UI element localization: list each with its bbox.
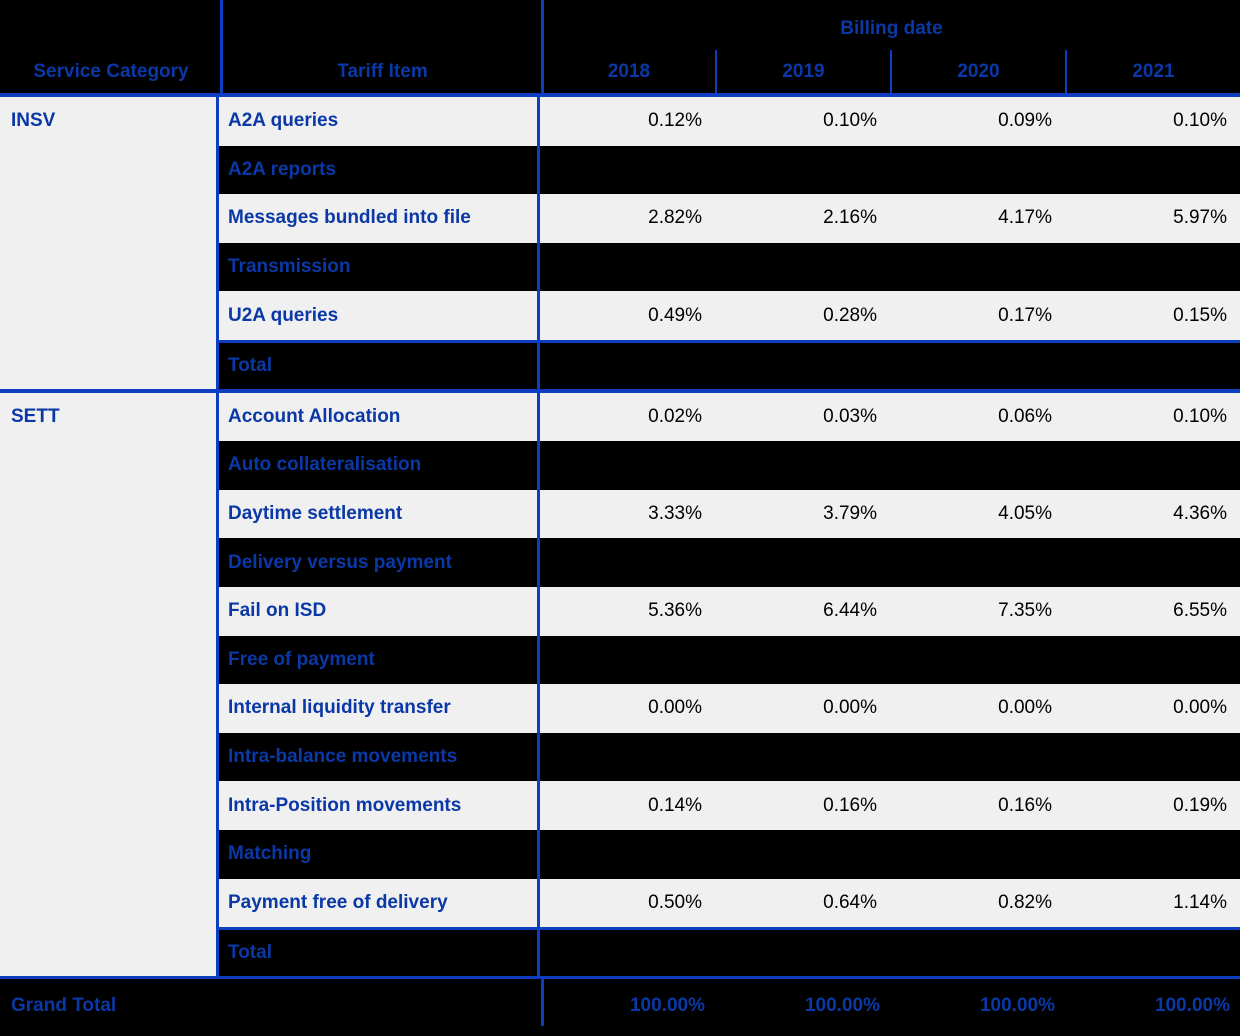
tariff-item-label: Auto collateralisation [219, 441, 540, 490]
value-cell: 0.82% [998, 891, 1052, 913]
value-cell: 2.16% [823, 207, 877, 229]
value-cell: 0.02% [648, 405, 702, 427]
value-cell: 0.49% [648, 304, 702, 326]
tariff-item-label: Fail on ISD [219, 586, 540, 636]
table-row: Delivery versus payment [219, 538, 1240, 587]
value-cell: 5.97% [1173, 207, 1227, 229]
value-cell: 0.00% [823, 697, 877, 719]
value-cell: 7.35% [998, 600, 1052, 622]
value-cell: 0.15% [1173, 304, 1227, 326]
column-header-2019: 2019 [715, 50, 890, 93]
table-header: Billing date Service Category Tariff Ite… [0, 0, 1240, 97]
tariff-item-label: Total [219, 930, 540, 976]
grand-total-value: 100.00% [979, 994, 1055, 1016]
value-cell: 3.79% [823, 503, 877, 525]
table-row: Internal liquidity transfer 0.00% 0.00% … [219, 684, 1240, 733]
table-row: Matching [219, 829, 1240, 879]
table-row: Payment free of delivery 0.50% 0.64% 0.8… [219, 878, 1240, 928]
value-cell: 0.19% [1173, 794, 1227, 816]
service-category-cell: SETT [0, 392, 219, 976]
tariff-item-label: Free of payment [219, 635, 540, 685]
column-header-2020: 2020 [890, 50, 1065, 93]
value-cell: 0.06% [998, 405, 1052, 427]
value-cell: 0.09% [998, 110, 1052, 132]
group-sett: SETT Account Allocation 0.02% 0.03% 0.06… [0, 392, 1240, 976]
value-cell: 0.16% [823, 794, 877, 816]
value-cell: 0.28% [823, 304, 877, 326]
tariff-item-label: Internal liquidity transfer [219, 684, 540, 733]
tariff-item-label: Transmission [219, 242, 540, 292]
value-cell: 0.03% [823, 405, 877, 427]
value-cell: 0.14% [648, 794, 702, 816]
table-row: Fail on ISD 5.36% 6.44% 7.35% 6.55% [219, 586, 1240, 636]
value-cell: 0.10% [1173, 405, 1227, 427]
column-divider [541, 0, 544, 93]
value-cell: 5.36% [648, 600, 702, 622]
group-total-row: Total [219, 927, 1240, 976]
tariff-item-label: Intra-Position movements [219, 781, 540, 830]
value-cell: 0.00% [648, 697, 702, 719]
value-cell: 0.12% [648, 110, 702, 132]
column-header-2021: 2021 [1065, 50, 1240, 93]
value-cell: 0.10% [1173, 110, 1227, 132]
value-cell: 0.16% [998, 794, 1052, 816]
table-row: A2A reports [219, 145, 1240, 195]
column-group-header-billing-date: Billing date [840, 18, 943, 39]
table-row: Intra-Position movements 0.14% 0.16% 0.1… [219, 781, 1240, 830]
tariff-item-label: U2A queries [219, 291, 540, 340]
value-cell: 6.44% [823, 600, 877, 622]
tariff-item-label: Intra-balance movements [219, 732, 540, 782]
tariff-item-label: Daytime settlement [219, 489, 540, 539]
grand-total-value: 100.00% [629, 994, 705, 1016]
group-divider [0, 388, 1240, 393]
value-cell: 0.50% [648, 891, 702, 913]
value-cell: 4.17% [998, 207, 1052, 229]
tariff-item-label: Total [219, 342, 540, 389]
value-cell: 0.64% [823, 891, 877, 913]
value-cell: 2.82% [648, 207, 702, 229]
table-row: A2A queries 0.12% 0.10% 0.09% 0.10% [219, 97, 1240, 146]
column-header-2018: 2018 [607, 60, 651, 82]
value-cell: 0.17% [998, 304, 1052, 326]
table-row: Intra-balance movements [219, 732, 1240, 782]
grand-total-value: 100.00% [1154, 994, 1230, 1016]
table-row: Free of payment [219, 635, 1240, 685]
tariff-item-label: A2A queries [219, 97, 540, 146]
value-cell: 1.14% [1173, 891, 1227, 913]
group-insv: INSV A2A queries 0.12% 0.10% 0.09% 0.10%… [0, 97, 1240, 389]
grand-total-row: Grand Total 100.00% 100.00% 100.00% 100.… [0, 975, 1240, 1033]
service-category-cell: INSV [0, 97, 219, 389]
table-row: Daytime settlement 3.33% 3.79% 4.05% 4.3… [219, 489, 1240, 539]
value-cell: 0.00% [998, 697, 1052, 719]
value-cell: 4.05% [998, 503, 1052, 525]
value-cell: 0.00% [1173, 697, 1227, 719]
table-row: Account Allocation 0.02% 0.03% 0.06% 0.1… [219, 392, 1240, 442]
value-cell: 3.33% [648, 503, 702, 525]
grand-total-label: Grand Total [11, 994, 117, 1016]
grand-total-value: 100.00% [804, 994, 880, 1016]
column-header-service-category: Service Category [33, 60, 189, 82]
tariff-item-label: Messages bundled into file [219, 194, 540, 243]
tariff-item-label: Account Allocation [219, 392, 540, 442]
tariff-item-label: Delivery versus payment [219, 538, 540, 587]
group-total-row: Total [219, 339, 1240, 389]
value-cell: 4.36% [1173, 503, 1227, 525]
tariff-item-label: A2A reports [219, 145, 540, 195]
group-rows: Account Allocation 0.02% 0.03% 0.06% 0.1… [219, 392, 1240, 976]
table-row: U2A queries 0.49% 0.28% 0.17% 0.15% [219, 291, 1240, 340]
table-row: Transmission [219, 242, 1240, 292]
column-divider [220, 0, 223, 93]
group-rows: A2A queries 0.12% 0.10% 0.09% 0.10% A2A … [219, 97, 1240, 389]
table-row: Messages bundled into file 2.82% 2.16% 4… [219, 194, 1240, 243]
column-header-tariff-item: Tariff Item [337, 60, 428, 82]
tariff-item-label: Payment free of delivery [219, 878, 540, 928]
tariff-item-label: Matching [219, 829, 540, 879]
column-divider [541, 978, 544, 1026]
value-cell: 0.10% [823, 110, 877, 132]
value-cell: 6.55% [1173, 600, 1227, 622]
table-row: Auto collateralisation [219, 441, 1240, 490]
